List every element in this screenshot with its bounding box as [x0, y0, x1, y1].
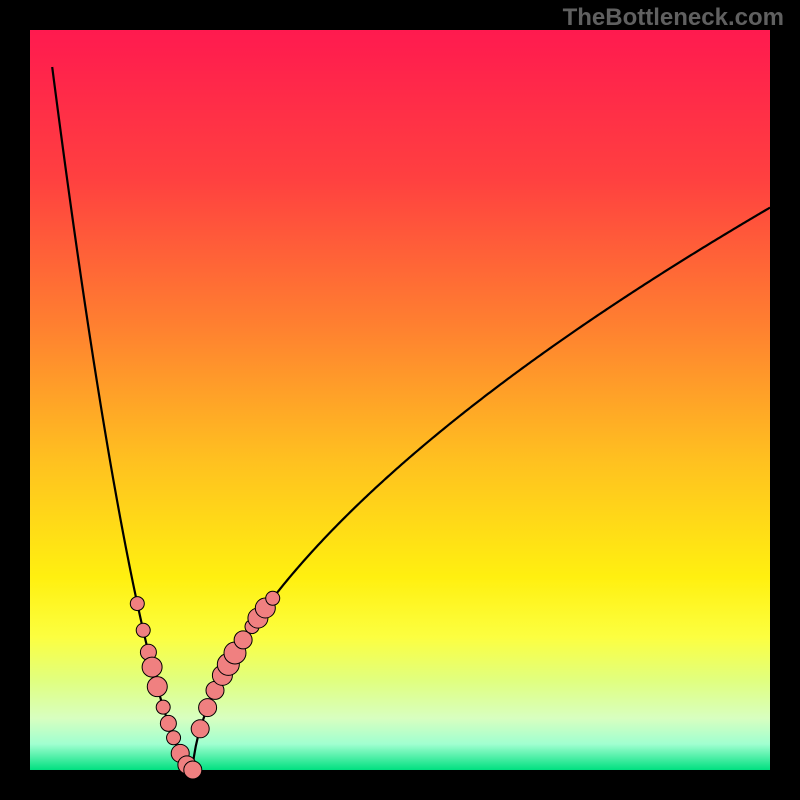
plot-background [30, 30, 770, 770]
curve-marker [147, 677, 167, 697]
curve-marker [136, 623, 150, 637]
curve-marker [167, 731, 181, 745]
curve-marker [142, 657, 162, 677]
curve-marker [184, 761, 202, 779]
plot-svg [0, 0, 800, 800]
curve-marker [160, 715, 176, 731]
curve-marker [130, 597, 144, 611]
curve-marker [266, 591, 280, 605]
curve-marker [191, 720, 209, 738]
curve-marker [156, 700, 170, 714]
curve-marker [199, 699, 217, 717]
watermark-text: TheBottleneck.com [563, 4, 784, 32]
chart-root: TheBottleneck.com [0, 0, 800, 800]
